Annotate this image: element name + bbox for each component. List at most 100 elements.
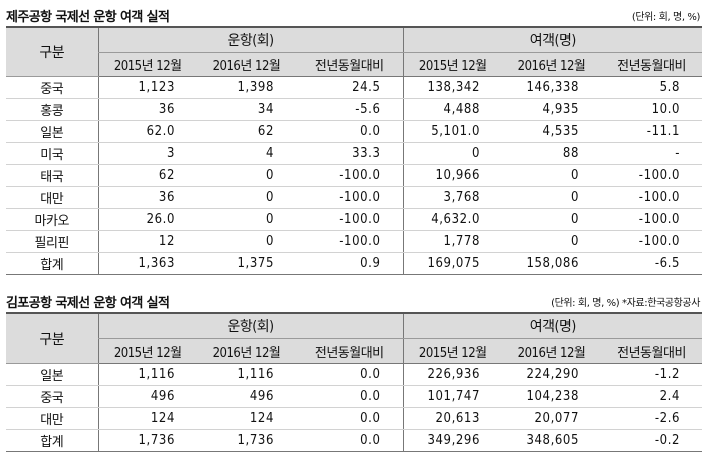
table-cell: 3	[97, 142, 197, 165]
column-header: 2016년 12월	[517, 345, 586, 361]
table-row: 중국 1,123 1,398 24.5 138,342 146,338 5.8	[6, 76, 703, 99]
table-cell: -1.2	[601, 363, 703, 386]
table-cell: 5.8	[601, 76, 703, 99]
column-header: 2016년 12월	[212, 59, 281, 74]
table-cell: 496	[97, 385, 197, 408]
table-row: 필리핀 12 0 -100.0 1,778 0 -100.0	[6, 230, 703, 253]
unit-note: (단위: 회, 명, %) *자료:한국공항공사	[551, 298, 700, 309]
table-cell: -100.0	[296, 208, 404, 231]
table-cell: 348,605	[502, 429, 602, 452]
table-cell: 33.3	[296, 142, 404, 165]
row-label: 마카오	[6, 208, 98, 231]
row-label: 중국	[6, 385, 98, 408]
table-row: 일본 62.0 62 0.0 5,101.0 4,535 -11.1	[6, 120, 703, 143]
gimpo-airport-section: 김포공항 국제선 운항 여객 실적 (단위: 회, 명, %) *자료:한국공항…	[6, 290, 703, 452]
table-cell: 1,363	[97, 252, 197, 275]
row-label: 합계	[6, 252, 98, 275]
table-cell: 4,488	[402, 98, 503, 121]
table-cell: 0.0	[296, 429, 404, 452]
row-label: 중국	[6, 76, 98, 99]
table-cell: 4	[197, 142, 296, 165]
table-row: 마카오 26.0 0 -100.0 4,632.0 0 -100.0	[6, 208, 703, 231]
table-cell: 26.0	[97, 208, 197, 231]
table-cell: 0	[502, 230, 602, 253]
table-title: 김포공항 국제선 운항 여객 실적	[6, 296, 170, 311]
table-cell: 5,101.0	[402, 120, 503, 143]
table-cell: 0	[402, 142, 503, 165]
table-cell: 224,290	[502, 363, 602, 386]
table-cell: 1,123	[97, 76, 197, 99]
table-cell: -100.0	[601, 186, 703, 209]
row-label: 일본	[6, 363, 98, 386]
table-cell: 34	[197, 98, 296, 121]
table-caption: 김포공항 국제선 운항 여객 실적 (단위: 회, 명, %) *자료:한국공항…	[6, 290, 702, 312]
table-row: 합계 1,736 1,736 0.0 349,296 348,605 -0.2	[6, 429, 703, 452]
table-cell: 1,116	[197, 363, 296, 386]
table-cell: 0.0	[296, 407, 404, 430]
table-cell: 4,535	[502, 120, 602, 143]
table-cell: 169,075	[402, 252, 503, 275]
table-cell: 1,778	[402, 230, 503, 253]
table-cell: 62.0	[97, 120, 197, 143]
table-cell: 1,736	[97, 429, 197, 452]
table-cell: 2.4	[601, 385, 703, 408]
table-cell: 0.0	[296, 120, 404, 143]
row-label: 홍콩	[6, 98, 98, 121]
row-label: 필리핀	[6, 230, 98, 253]
table-cell: 101,747	[402, 385, 503, 408]
table-cell: -100.0	[296, 186, 404, 209]
table-cell: 104,238	[502, 385, 602, 408]
row-label: 미국	[6, 142, 98, 165]
table-row: 홍콩 36 34 -5.6 4,488 4,935 10.0	[6, 98, 703, 121]
gimpo-airport-table: 구분 운항(회) 여객(명) 2015년 12월 2016년 12월 전년동월대…	[6, 312, 703, 452]
table-cell: 4,935	[502, 98, 602, 121]
table-cell: 349,296	[402, 429, 503, 452]
table-cell: -2.6	[601, 407, 703, 430]
table-cell: -5.6	[296, 98, 404, 121]
column-header: 2015년 12월	[97, 52, 197, 77]
table-row: 미국 3 4 33.3 0 88-	[6, 142, 703, 165]
table-cell: 62	[97, 164, 197, 187]
table-body: 일본 1,116 1,116 0.0 226,936 224,290 -1.2 중국 496 49…	[6, 363, 703, 452]
table-cell: 0	[502, 164, 602, 187]
table-row: 대만 124 124 0.0 20,613 20,077 -2.6	[6, 407, 703, 430]
table-cell: 1,736	[197, 429, 296, 452]
flights-group-header: 운항(회)	[97, 313, 404, 339]
row-label: 대만	[6, 407, 98, 430]
table-cell: 88	[502, 142, 602, 165]
unit-note: (단위: 회, 명, %)	[631, 12, 701, 23]
passengers-group-header: 여객(명)	[402, 27, 703, 53]
flights-group-header: 운항(회)	[97, 27, 404, 53]
table-cell: 146,338	[502, 76, 602, 99]
column-header: 전년동월대비	[617, 345, 686, 361]
table-cell: 4,632.0	[402, 208, 503, 231]
table-cell: 0	[197, 208, 296, 231]
table-cell: 62	[197, 120, 296, 143]
table-cell: 226,936	[402, 363, 503, 386]
table-cell: -100.0	[601, 208, 703, 231]
table-cell: -100.0	[601, 164, 703, 187]
table-cell: 24.5	[296, 76, 404, 99]
table-cell: 10,966	[402, 164, 503, 187]
table-body: 중국 1,123 1,398 24.5 138,342 146,338 5.8 홍콩 36 34-…	[6, 76, 703, 275]
column-header: 2015년 12월	[402, 52, 503, 77]
table-cell: -100.0	[296, 230, 404, 253]
table-cell: 0.0	[296, 385, 404, 408]
row-label: 일본	[6, 120, 98, 143]
jeju-airport-section: 제주공항 국제선 운항 여객 실적 (단위: 회, 명, %) 구분 운항(회)…	[6, 4, 703, 275]
passengers-group-header: 여객(명)	[402, 313, 703, 339]
table-caption: 제주공항 국제선 운항 여객 실적 (단위: 회, 명, %)	[6, 4, 702, 26]
table-cell: 36	[97, 186, 197, 209]
column-header: 전년동월대비	[314, 59, 384, 74]
table-row: 중국 496 496 0.0 101,747 104,238 2.4	[6, 385, 703, 408]
table-cell: -6.5	[601, 252, 703, 275]
table-cell: -0.2	[601, 429, 703, 452]
table-cell: -	[601, 142, 703, 165]
row-label: 합계	[6, 429, 98, 452]
table-cell: 0	[197, 164, 296, 187]
column-header: 2016년 12월	[212, 345, 281, 361]
table-row: 합계 1,363 1,375 0.9 169,075 158,086 -6.5	[6, 252, 703, 275]
column-header: 전년동월대비	[314, 345, 384, 361]
table-cell: 0.9	[296, 252, 404, 275]
table-cell: 0.0	[296, 363, 404, 386]
